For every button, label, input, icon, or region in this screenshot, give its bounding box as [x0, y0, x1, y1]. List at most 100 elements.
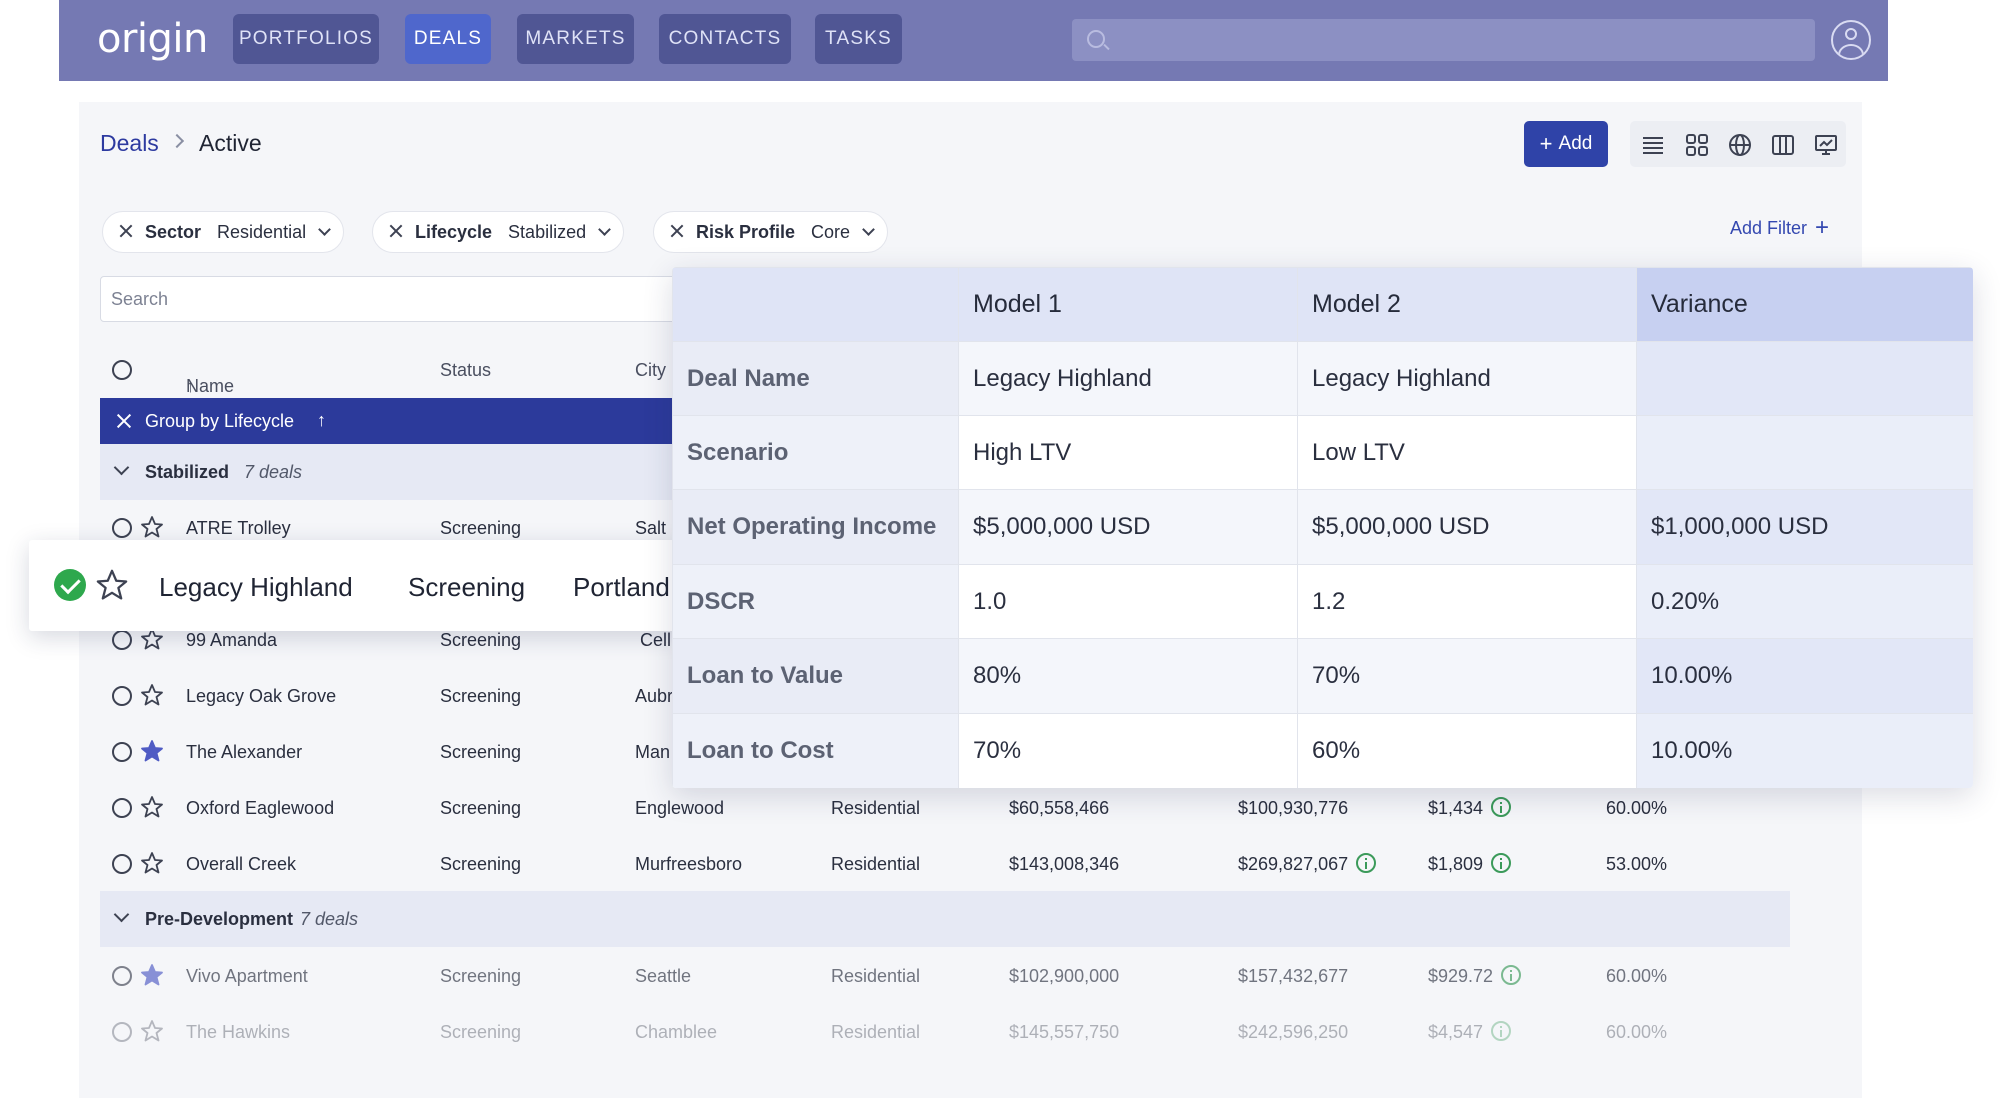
deal-city: Man: [635, 742, 671, 762]
row-checkbox[interactable]: [112, 742, 132, 762]
grid-view-icon[interactable]: [1685, 133, 1709, 157]
user-avatar-icon[interactable]: [1831, 20, 1871, 60]
deal-name[interactable]: The Alexander: [186, 742, 303, 762]
deal-name[interactable]: Vivo Apartment: [186, 966, 308, 986]
info-icon[interactable]: [1491, 797, 1512, 818]
deal-name[interactable]: Legacy Highland: [159, 572, 353, 602]
nav-portfolios[interactable]: PORTFOLIOS: [233, 14, 379, 64]
deal-name[interactable]: The Hawkins: [186, 1022, 291, 1042]
presentation-chart-icon[interactable]: [1814, 133, 1838, 157]
close-icon[interactable]: [666, 221, 688, 243]
deal-value-1: $102,900,000: [1009, 966, 1120, 986]
info-icon[interactable]: [1501, 965, 1522, 986]
deal-name[interactable]: 99 Amanda: [186, 630, 278, 650]
row-checkbox[interactable]: [112, 1022, 132, 1042]
deal-value-2: $242,596,250: [1238, 1022, 1349, 1042]
nav-deals[interactable]: DEALS: [405, 14, 491, 64]
comparison-row-label: Deal Name: [672, 341, 959, 416]
selected-deal-row[interactable]: Legacy Highland Screening Portland: [29, 540, 679, 631]
deal-value-3: $929.72: [1428, 966, 1494, 986]
filter-chip-risk-profile[interactable]: Risk Profile Core: [653, 211, 889, 253]
columns-view-icon[interactable]: [1771, 133, 1795, 157]
filter-chip-lifecycle[interactable]: Lifecycle Stabilized: [372, 211, 625, 253]
search-input[interactable]: [101, 277, 699, 321]
deal-name[interactable]: Legacy Oak Grove: [186, 686, 337, 706]
close-icon[interactable]: [385, 221, 407, 243]
comparison-variance-value: [1636, 415, 1973, 490]
row-checkbox[interactable]: [112, 854, 132, 874]
table-row[interactable]: 99 Amanda Screening Cell: [100, 612, 1790, 668]
star-outline-icon[interactable]: [140, 515, 164, 539]
deal-sector: Residential: [831, 1022, 921, 1042]
model-comparison-panel: Model 1 Model 2 Variance Deal Name Legac…: [672, 267, 1973, 788]
deal-value-1: $60,558,466: [1009, 798, 1110, 818]
breadcrumb-deals[interactable]: Deals: [100, 130, 159, 156]
filter-value: Stabilized: [508, 221, 587, 242]
table-row[interactable]: Legacy Oak Grove Screening Aubr: [100, 668, 1790, 724]
comparison-table: Model 1 Model 2 Variance Deal Name Legac…: [672, 267, 1973, 788]
row-checkbox[interactable]: [112, 630, 132, 650]
table-row[interactable]: Vivo Apartment Screening Seattle Residen…: [100, 948, 1790, 1004]
table-row[interactable]: Oxford Eaglewood Screening Englewood Res…: [100, 780, 1790, 836]
comparison-variance-value: 0.20%: [1636, 564, 1973, 639]
deal-status: Screening: [440, 686, 522, 706]
group-by-label: Group by Lifecycle: [145, 411, 295, 431]
deal-value-4: 53.00%: [1606, 854, 1668, 874]
chevron-down-icon: [598, 223, 611, 236]
nav-markets[interactable]: MARKETS: [517, 14, 634, 64]
column-header-city[interactable]: City: [635, 360, 666, 380]
add-filter-button[interactable]: Add Filter +: [1730, 216, 1829, 240]
add-filter-label: Add Filter: [1730, 217, 1808, 238]
deal-name[interactable]: Overall Creek: [186, 854, 297, 874]
nav-contacts[interactable]: CONTACTS: [659, 14, 791, 64]
deal-status: Screening: [440, 798, 522, 818]
table-row[interactable]: The Alexander Screening Man: [100, 724, 1790, 780]
close-icon[interactable]: [115, 221, 137, 243]
add-button[interactable]: + Add: [1524, 121, 1608, 167]
column-header-status[interactable]: Status: [440, 360, 492, 380]
star-filled-icon[interactable]: [140, 963, 164, 987]
info-icon[interactable]: [1491, 1021, 1512, 1042]
star-outline-icon[interactable]: [140, 627, 164, 651]
group-by-bar[interactable]: Group by Lifecycle ↑: [100, 398, 680, 444]
group-header-pre-development[interactable]: Pre-Development 7 deals: [100, 891, 1790, 947]
comparison-model-2-value: 70%: [1297, 638, 1637, 714]
filter-key: Sector: [145, 221, 202, 242]
star-outline-icon[interactable]: [95, 568, 129, 602]
view-switcher: [1630, 121, 1846, 167]
table-row[interactable]: ATRE Trolley Screening Salt: [100, 500, 1790, 556]
deal-value-2: $100,930,776: [1238, 798, 1349, 818]
star-outline-icon[interactable]: [140, 683, 164, 707]
star-outline-icon[interactable]: [140, 1019, 164, 1043]
deal-value-2-cell: $269,827,067: [1238, 853, 1377, 875]
deal-name[interactable]: Oxford Eaglewood: [186, 798, 335, 818]
deal-city: Salt: [635, 518, 667, 538]
select-all-checkbox[interactable]: [112, 360, 132, 380]
global-search-input[interactable]: [1072, 19, 1815, 61]
filter-chip-sector[interactable]: Sector Residential: [102, 211, 345, 253]
globe-map-view-icon[interactable]: [1728, 133, 1752, 157]
comparison-variance-value: 10.00%: [1636, 713, 1973, 788]
check-circle-icon[interactable]: [54, 569, 86, 601]
row-checkbox[interactable]: [112, 518, 132, 538]
info-icon[interactable]: [1356, 853, 1377, 874]
row-checkbox[interactable]: [112, 798, 132, 818]
close-icon[interactable]: [114, 411, 134, 431]
table-row[interactable]: The Hawkins Screening Chamblee Residenti…: [100, 1004, 1790, 1060]
deal-name[interactable]: ATRE Trolley: [186, 518, 291, 538]
info-icon[interactable]: [1491, 853, 1512, 874]
deal-sector: Residential: [831, 798, 921, 818]
list-view-icon[interactable]: [1641, 133, 1665, 157]
column-header-label: Name: [186, 376, 235, 396]
row-checkbox[interactable]: [112, 966, 132, 986]
deal-value-3: $4,547: [1428, 1022, 1484, 1042]
star-outline-icon[interactable]: [140, 795, 164, 819]
star-filled-icon[interactable]: [140, 739, 164, 763]
app-logo[interactable]: origin: [97, 16, 208, 62]
star-outline-icon[interactable]: [140, 851, 164, 875]
comparison-model-2-value: 1.2: [1297, 564, 1637, 639]
row-checkbox[interactable]: [112, 686, 132, 706]
table-row[interactable]: Overall Creek Screening Murfreesboro Res…: [100, 836, 1790, 892]
nav-tasks[interactable]: TASKS: [815, 14, 902, 64]
add-button-label: Add: [1558, 133, 1593, 154]
